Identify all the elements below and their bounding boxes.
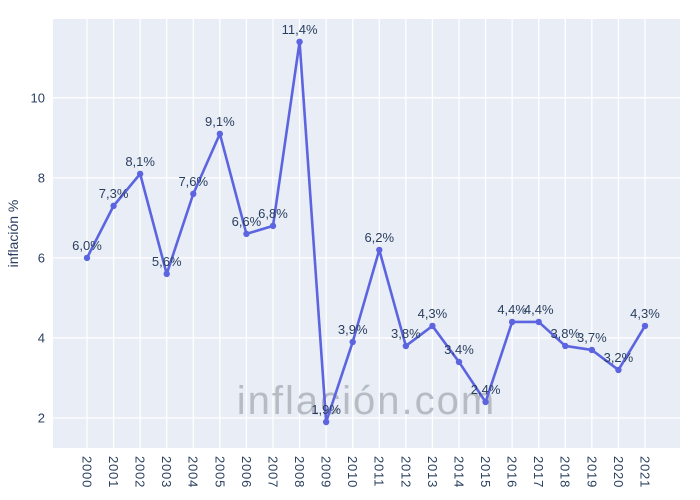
x-tick-label: 2003	[159, 456, 174, 488]
point-label: 3,8%	[391, 326, 421, 341]
watermark: inflación.com	[237, 379, 496, 423]
data-point-2005[interactable]	[216, 130, 224, 138]
point-label: 2,4%	[471, 382, 501, 397]
x-tick-label: 2012	[398, 456, 413, 488]
x-tick-label: 2006	[239, 456, 254, 488]
point-label: 3,2%	[604, 350, 634, 365]
point-label: 7,6%	[178, 174, 208, 189]
trace-line[interactable]	[85, 40, 647, 424]
data-point-2009[interactable]	[322, 418, 330, 426]
x-tick-label: 2001	[106, 456, 121, 488]
x-tick-label: 2015	[478, 456, 493, 488]
data-point-2016[interactable]	[508, 318, 516, 326]
x-tick-label: 2021	[637, 456, 652, 488]
y-tick-label: 4	[38, 330, 45, 345]
x-tick-label: 2013	[425, 456, 440, 488]
x-tick-label: 2010	[345, 456, 360, 488]
data-point-2002[interactable]	[136, 170, 144, 178]
data-point-2010[interactable]	[349, 338, 356, 346]
plot-area[interactable]	[53, 19, 680, 448]
data-point-2019[interactable]	[588, 346, 596, 354]
x-tick-label: 2005	[212, 456, 227, 488]
point-label: 4,4%	[497, 302, 527, 317]
x-tick-label: 2014	[451, 456, 466, 488]
y-axis-title: inflación %	[5, 200, 21, 268]
data-point-2008[interactable]	[296, 38, 303, 46]
x-tick-label: 2000	[79, 456, 94, 488]
data-point-2001[interactable]	[110, 202, 117, 210]
data-point-2017[interactable]	[535, 318, 542, 326]
data-point-2013[interactable]	[429, 322, 436, 330]
x-tick-label: 2004	[186, 456, 201, 488]
point-label: 11,4%	[282, 22, 318, 37]
x-tick-label: 2011	[372, 456, 387, 487]
point-label: 6,6%	[232, 214, 262, 229]
inflation-series	[83, 38, 649, 426]
x-tick-label: 2016	[505, 456, 520, 488]
y-tick-label: 6	[38, 250, 45, 265]
point-label: 4,3%	[630, 306, 660, 321]
horizontal-gridlines	[53, 97, 680, 419]
x-axis-ticks: 2000 2001 2002 2003 2004 2005 2006 2007 2008 2009…	[79, 456, 652, 488]
data-point-2020[interactable]	[615, 366, 622, 374]
x-tick-label: 2018	[558, 456, 573, 488]
data-point-2004[interactable]	[190, 190, 197, 198]
vertical-gridlines	[86, 19, 646, 448]
y-axis-ticks: 2 4 6 8 10	[31, 90, 45, 425]
point-labels: 6,0% 7,3% 8,1% 5,6% 7,6% 9,1% 6,6%6,8% 11,4% 1,9…	[72, 22, 660, 417]
x-tick-label: 2009	[319, 456, 334, 488]
x-tick-label: 2020	[611, 456, 626, 488]
point-label: 7,3%	[99, 186, 129, 201]
point-label: 3,9%	[338, 322, 368, 337]
point-label: 5,6%	[152, 254, 182, 269]
data-point-2015[interactable]	[482, 398, 489, 406]
data-point-2000[interactable]	[83, 254, 91, 262]
data-point-2018[interactable]	[562, 342, 569, 350]
point-label: 1,9%	[311, 402, 341, 417]
point-label: 8,1%	[125, 154, 155, 169]
point-label: 9,1%	[205, 114, 235, 129]
data-point-2003[interactable]	[163, 270, 170, 278]
data-point-2012[interactable]	[402, 342, 410, 350]
y-tick-label: 2	[38, 410, 45, 425]
y-tick-label: 8	[38, 170, 45, 185]
x-tick-label: 2007	[265, 456, 280, 488]
y-tick-label: 10	[31, 90, 45, 105]
point-label: 6,8%	[258, 206, 288, 221]
point-label: 4,4%	[524, 302, 554, 317]
point-label: 4,3%	[418, 306, 448, 321]
point-label: 3,4%	[444, 342, 474, 357]
data-point-2014[interactable]	[455, 358, 463, 366]
point-label: 3,7%	[577, 330, 607, 345]
data-point-2007[interactable]	[269, 222, 277, 230]
x-tick-label: 2002	[133, 456, 148, 488]
data-point-2006[interactable]	[243, 230, 250, 238]
data-point-2011[interactable]	[376, 246, 383, 254]
data-point-2021[interactable]	[641, 322, 649, 330]
point-label: 6,0%	[72, 238, 102, 253]
x-tick-label: 2008	[292, 456, 307, 488]
x-tick-label: 2017	[531, 456, 546, 488]
point-label: 3,8%	[550, 326, 580, 341]
point-label: 6,2%	[364, 230, 394, 245]
x-tick-label: 2019	[584, 456, 599, 488]
